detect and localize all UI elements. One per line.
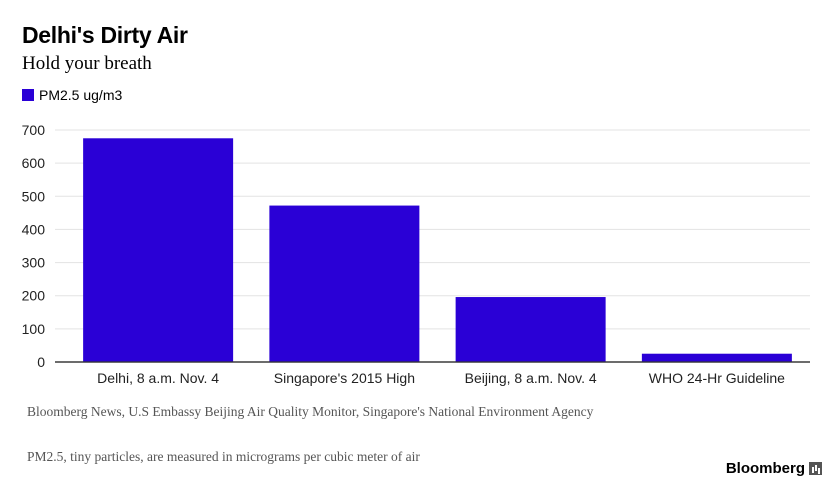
bar (455, 297, 606, 362)
x-tick-label: Delhi, 8 a.m. Nov. 4 (97, 370, 219, 386)
bar (83, 138, 234, 362)
source-note: Bloomberg News, U.S Embassy Beijing Air … (27, 404, 594, 419)
chart-title: Delhi's Dirty Air (22, 22, 188, 48)
y-tick-label: 700 (22, 122, 46, 138)
legend-label: PM2.5 ug/m3 (39, 87, 123, 103)
bloomberg-chart-icon (809, 462, 822, 475)
chart-legend: PM2.5 ug/m3 (22, 87, 122, 103)
y-tick-label: 100 (22, 321, 46, 337)
y-tick-label: 200 (22, 288, 46, 304)
bar (641, 353, 792, 362)
x-tick-label: WHO 24-Hr Guideline (649, 370, 785, 386)
footnote: PM2.5, tiny particles, are measured in m… (27, 449, 420, 464)
chart-subtitle: Hold your breath (22, 53, 152, 74)
y-tick-label: 0 (37, 354, 45, 370)
legend-swatch (22, 89, 34, 101)
x-tick-label: Beijing, 8 a.m. Nov. 4 (465, 370, 597, 386)
brand-name: Bloomberg (725, 460, 805, 477)
bar (269, 205, 420, 362)
y-tick-label: 500 (22, 188, 46, 204)
x-tick-label: Singapore's 2015 High (274, 370, 415, 386)
y-tick-label: 400 (22, 221, 46, 237)
bloomberg-logo: Bloomberg (726, 460, 822, 477)
y-tick-label: 300 (22, 255, 46, 271)
y-tick-label: 600 (22, 155, 46, 171)
bar-chart: 0 100 200 300 400 500 600 700 Delhi, 8 a.m. Nov.… (22, 122, 810, 386)
